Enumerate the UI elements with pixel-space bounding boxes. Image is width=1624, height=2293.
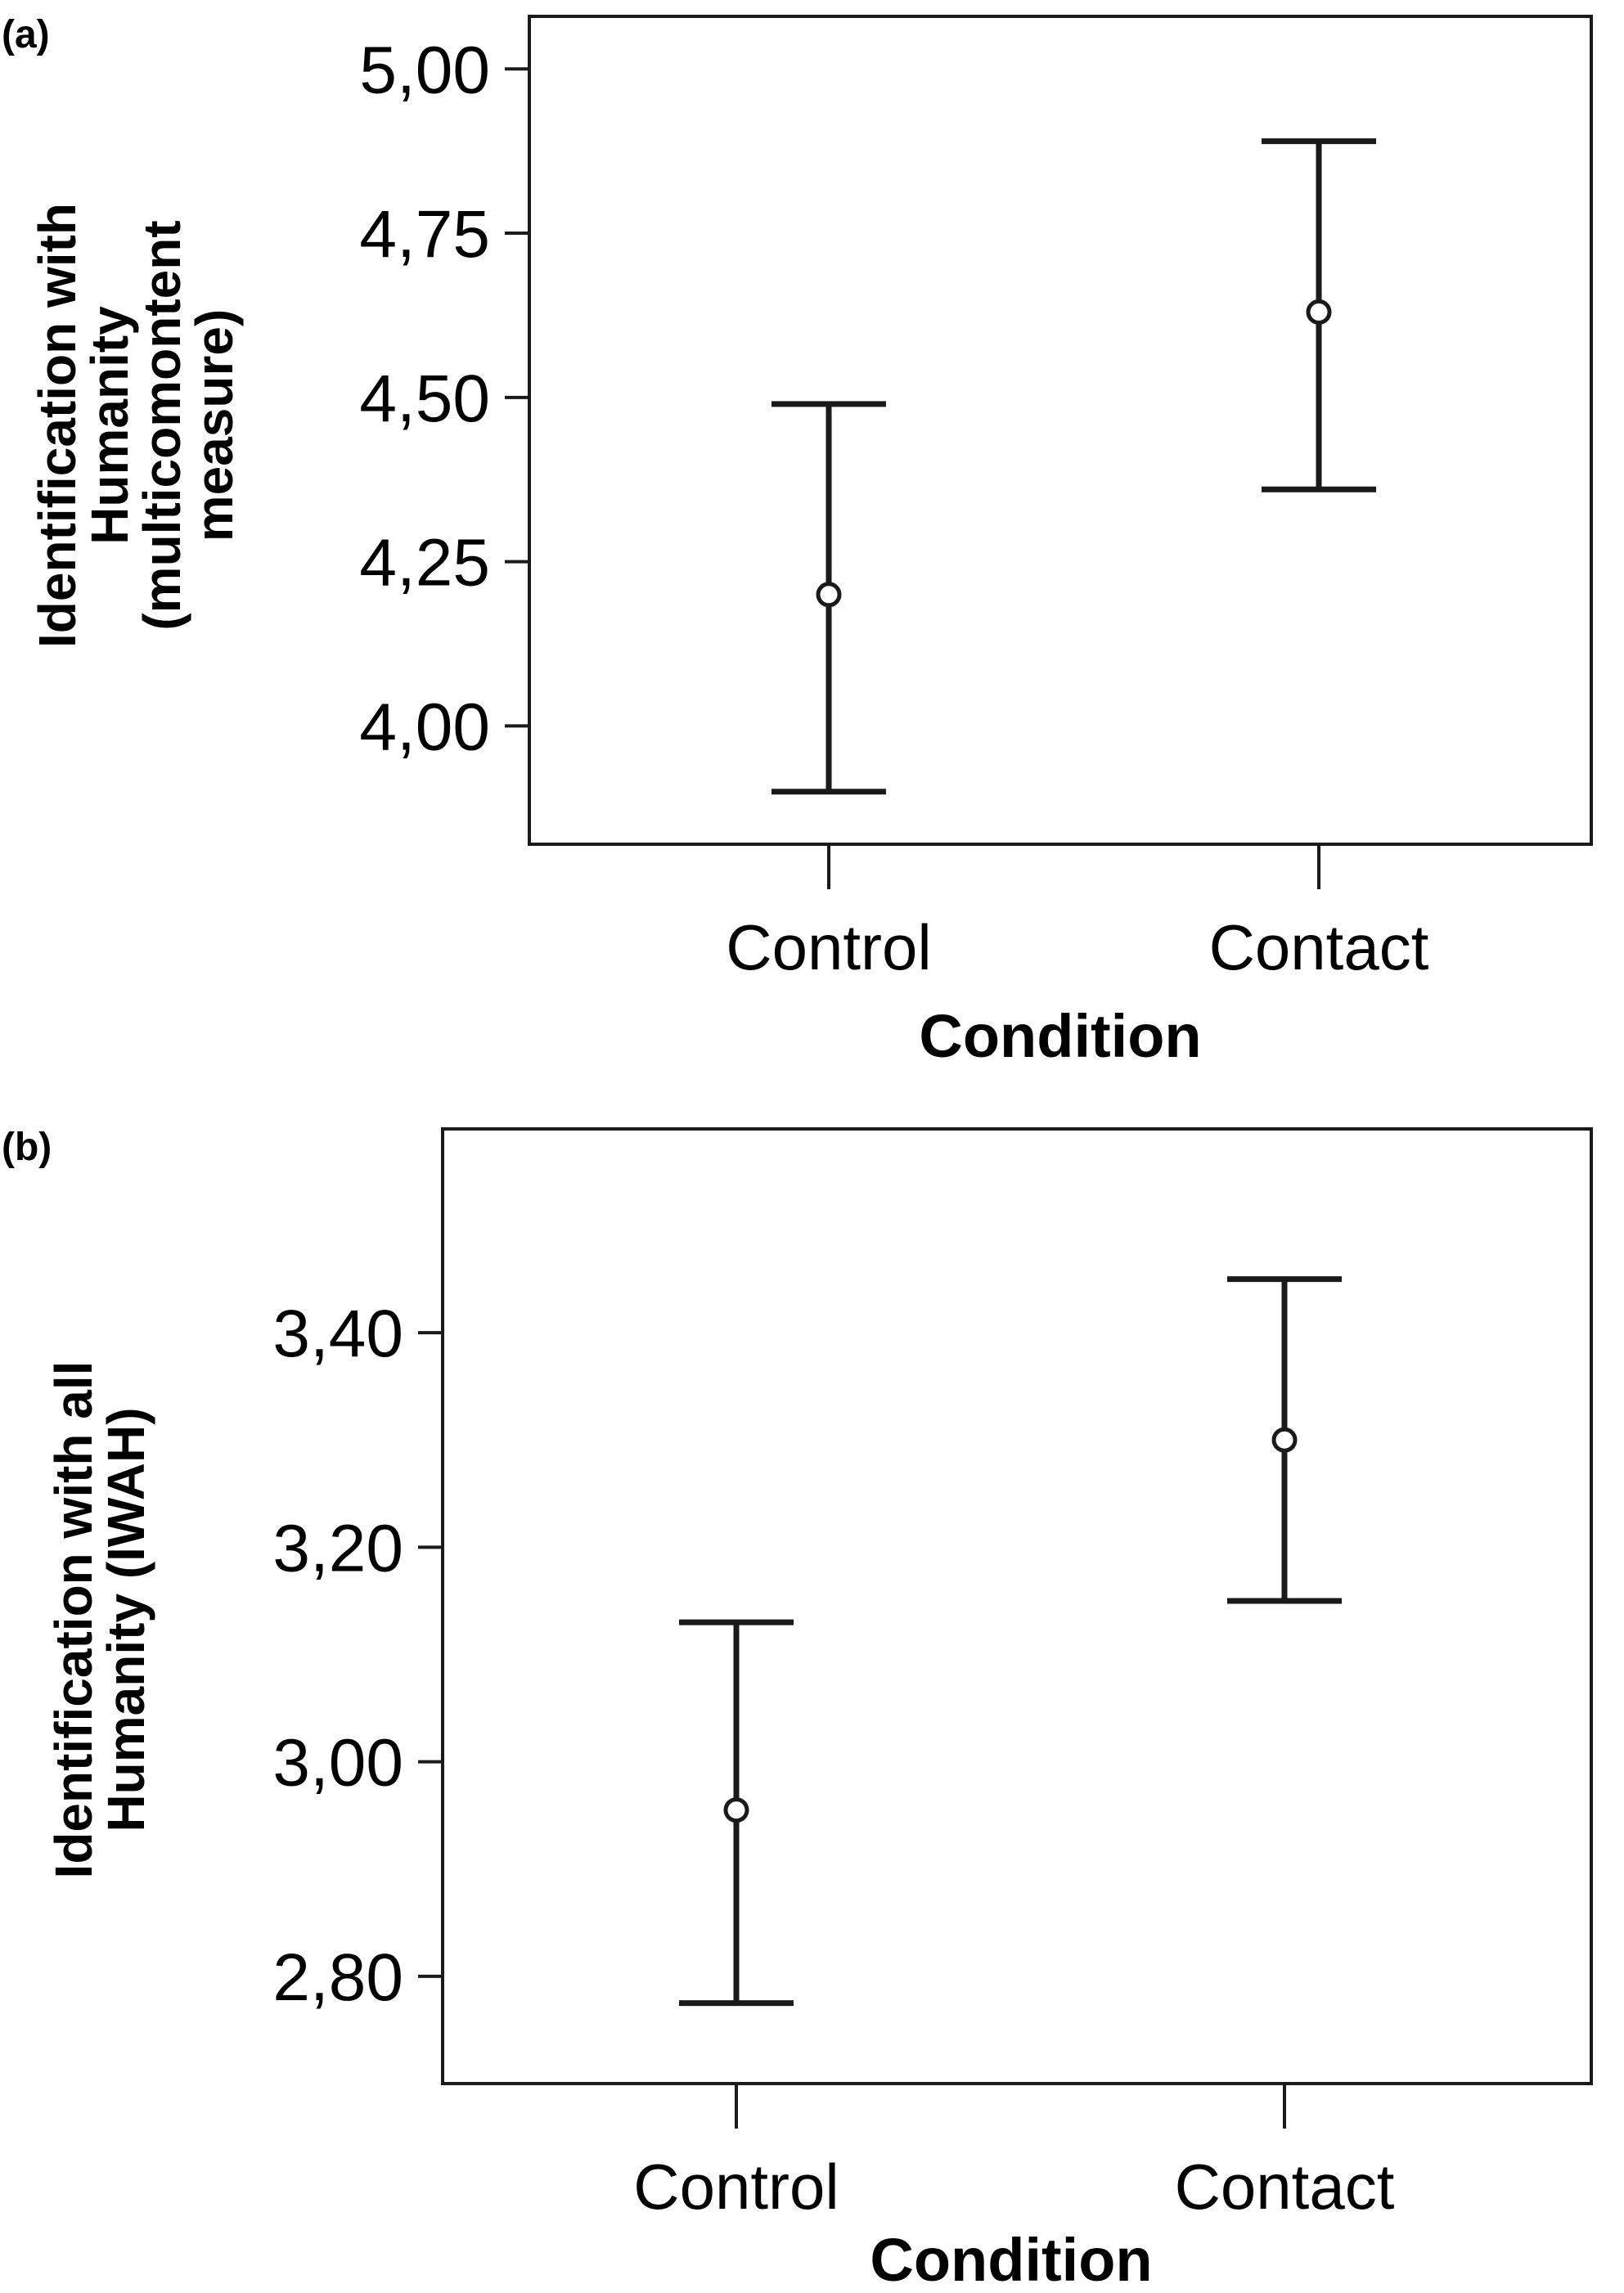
panel-b-plot-frame: [441, 1127, 1593, 2085]
panel-b-label: (b): [2, 1126, 52, 1169]
panel-b-y-ticks: 3,40 3,20 3,00 2,80: [272, 1297, 443, 2015]
panel-a-category-label: Control: [726, 911, 931, 983]
panel-a-y-axis-title-line-2: Humanity: [80, 306, 139, 545]
panel-b-x-ticks: Control Contact: [633, 2084, 1395, 2223]
panel-b-category-label: Control: [633, 2151, 839, 2223]
panel-b-errorbar-control: [679, 1619, 794, 2007]
panel-a-y-tick-label: 4,50: [359, 362, 490, 436]
panel-a-plot-frame: [528, 15, 1593, 846]
panel-a-y-axis-title-line-1: Identification with: [28, 203, 87, 648]
panel-b-y-axis-title: Identification with all Humanity (IWAH): [44, 1361, 155, 1879]
panel-a-y-axis-title-line-4: measure): [185, 309, 244, 542]
panel-b-y-tick-label: 3,00: [272, 1726, 403, 1801]
mean-point: [1271, 1427, 1298, 1453]
panel-b-errorbar-contact: [1227, 1276, 1342, 1604]
panel-b-category-label: Contact: [1175, 2151, 1395, 2223]
panel-b-x-axis-title: Condition: [870, 2226, 1152, 2293]
panel-a-y-tick-label: 4,75: [359, 197, 490, 272]
panel-a-y-axis-title-line-3: (multicomontent: [133, 220, 191, 630]
panel-a-y-ticks: 5,00 4,75 4,50 4,25 4,00: [359, 33, 529, 764]
panel-a-y-tick-label: 5,00: [359, 33, 490, 107]
panel-b-y-tick-label: 3,20: [272, 1511, 403, 1585]
panel-a-errorbar-contact: [1262, 138, 1376, 492]
panel-a-errorbar-control: [772, 401, 886, 795]
panel-a-x-axis-title: Condition: [919, 1002, 1201, 1070]
panel-a-x-ticks: Control Contact: [726, 844, 1429, 983]
panel-a-category-label: Contact: [1209, 911, 1429, 983]
panel-b-y-axis-title-line-2: Humanity (IWAH): [97, 1407, 155, 1832]
panel-a-y-tick-label: 4,25: [359, 526, 490, 600]
panel-b-errorbars: [679, 1276, 1342, 2007]
panel-a-y-axis-title: Identification with Humanity (multicomon…: [28, 203, 244, 648]
mean-point: [1306, 299, 1332, 325]
mean-point: [816, 582, 842, 608]
panel-b-y-axis-title-line-1: Identification with all: [44, 1361, 103, 1879]
panel-a-label: (a): [2, 13, 50, 56]
mean-point: [723, 1797, 749, 1823]
panel-a: (a) 5,004,754,504,254,00 Control Contact …: [2, 13, 1593, 1070]
panel-b-y-tick-label: 3,40: [272, 1297, 403, 1371]
panel-a-y-tick-label: 4,00: [359, 690, 490, 764]
panel-b-y-tick-label: 2,80: [272, 1940, 403, 2015]
panel-b: (b) 3,40 3,20 3,00 2,80 Control Contact Cond…: [2, 1126, 1593, 2293]
panel-a-errorbars: [772, 138, 1376, 795]
